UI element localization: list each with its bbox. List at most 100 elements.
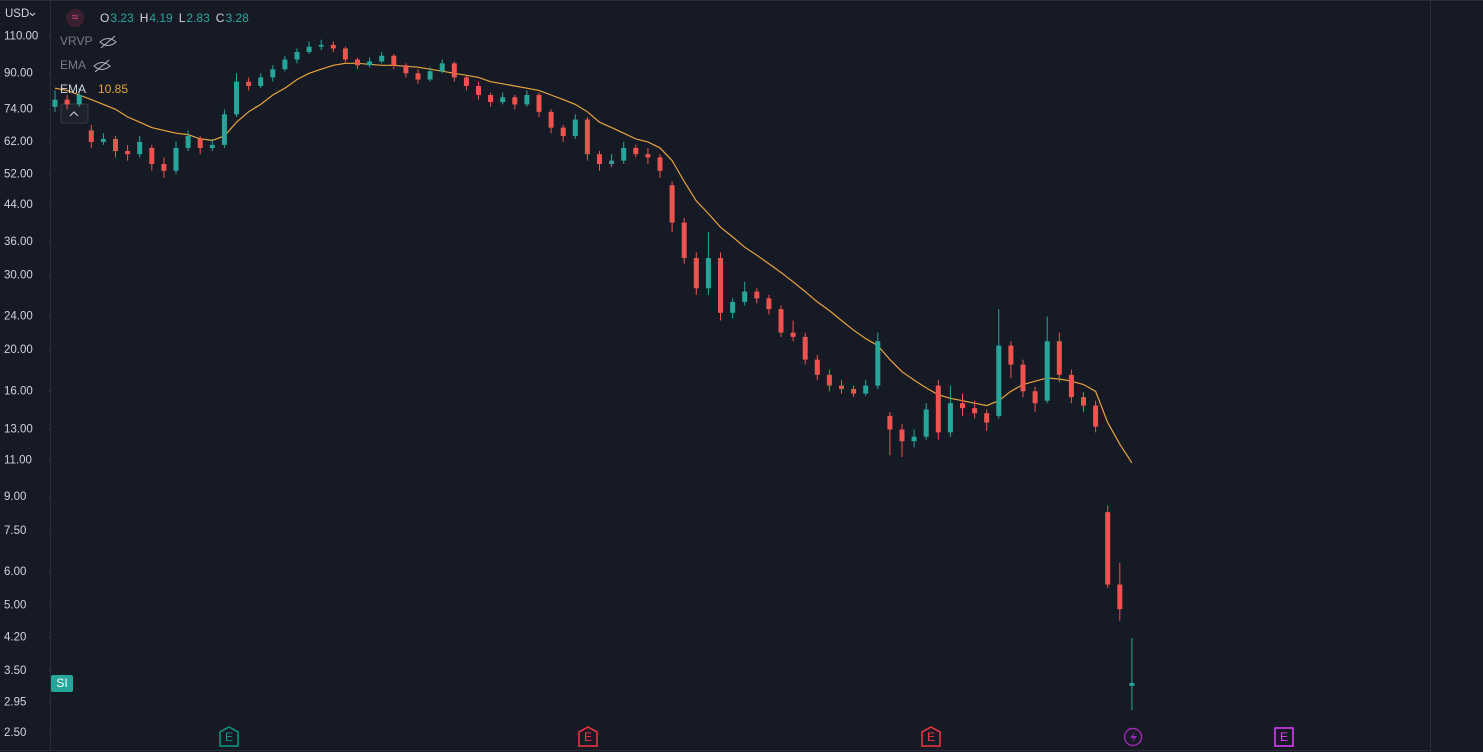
candle-body xyxy=(839,385,844,389)
badge-label: SI xyxy=(56,676,67,690)
candle-body xyxy=(960,403,965,409)
candle-body xyxy=(197,138,203,148)
event-marker[interactable]: E xyxy=(1274,727,1294,747)
candle-body xyxy=(657,157,663,171)
candle-body xyxy=(923,409,929,437)
currency-chevron xyxy=(29,12,36,17)
candle-body xyxy=(1056,341,1062,375)
y-tick-label: 2.50 xyxy=(4,727,26,739)
ohlc-value: 3.28 xyxy=(225,11,249,25)
hidden-icon[interactable] xyxy=(99,35,117,49)
candle-body xyxy=(463,77,469,86)
candle-body xyxy=(488,94,494,103)
candle-body xyxy=(173,147,179,171)
y-tick-label: 110.00 xyxy=(4,30,38,42)
candle-body xyxy=(379,55,385,62)
candle-body xyxy=(597,154,602,164)
candle-body xyxy=(1044,341,1050,401)
candle-body xyxy=(1068,374,1074,398)
ohlc-label: H xyxy=(140,11,149,25)
candle-body xyxy=(863,385,869,394)
y-tick-label: 16.00 xyxy=(4,385,33,397)
candle-body xyxy=(234,81,239,115)
candle-body xyxy=(1032,391,1038,404)
candle-body xyxy=(742,291,748,302)
currency[interactable]: USD xyxy=(5,8,29,20)
candle-body xyxy=(185,136,191,148)
collapse-button[interactable] xyxy=(60,103,89,124)
hidden-icon[interactable] xyxy=(93,59,111,73)
candle-body xyxy=(1020,364,1026,392)
y-tick-label: 5.00 xyxy=(4,599,26,611)
candle-body xyxy=(851,388,857,394)
event-circle xyxy=(1123,727,1143,747)
ohlc-value: 2.83 xyxy=(186,11,210,25)
ema-line xyxy=(54,62,1133,464)
y-tick-label: 11.00 xyxy=(4,454,32,466)
y-tick-label: 4.20 xyxy=(4,632,26,644)
collapse-chevron xyxy=(69,111,79,117)
candle-body xyxy=(681,222,687,258)
y-tick-label: 20.00 xyxy=(4,344,33,356)
event-shape xyxy=(219,726,239,747)
candle-body xyxy=(972,408,978,414)
candle-body xyxy=(1093,405,1099,427)
candle-body xyxy=(76,94,82,105)
eye-off xyxy=(93,59,111,73)
candle-body xyxy=(439,63,445,72)
candle-body xyxy=(536,94,542,112)
candle-body xyxy=(137,141,143,155)
event-marker[interactable]: E xyxy=(219,726,239,747)
candle-body xyxy=(984,413,990,423)
candle-body xyxy=(802,336,808,360)
event-shape xyxy=(1274,727,1294,747)
symbol-icon[interactable] xyxy=(66,9,84,27)
candle-body xyxy=(911,436,917,442)
candle-body xyxy=(258,77,264,86)
candle-body xyxy=(693,257,699,289)
candle-body xyxy=(149,147,155,164)
candle-body xyxy=(318,44,324,47)
candle-body xyxy=(246,81,252,86)
candle-body xyxy=(1081,397,1086,406)
ohlc-value: 4.19 xyxy=(149,11,173,25)
candle-body xyxy=(427,71,433,80)
candle-body xyxy=(512,97,518,105)
event-marker[interactable]: E xyxy=(578,726,598,747)
y-tick-label: 24.00 xyxy=(4,311,33,323)
candle-body xyxy=(113,138,118,152)
candle-body xyxy=(778,309,784,333)
symbol-icon-glyph: ≈ xyxy=(72,10,79,24)
candle-body xyxy=(1008,345,1014,365)
candle-body xyxy=(633,147,639,155)
candle-body xyxy=(935,385,941,433)
candle-body xyxy=(100,138,106,142)
candle-body xyxy=(294,52,300,60)
candle-body xyxy=(947,403,953,433)
eye-off xyxy=(99,35,117,49)
candle-body xyxy=(330,44,336,49)
candle-body xyxy=(560,127,566,137)
candle-body xyxy=(1117,584,1123,610)
candle-body xyxy=(584,119,590,155)
candle-body xyxy=(899,429,905,442)
event-label: E xyxy=(225,730,233,744)
event-marker[interactable]: E xyxy=(921,726,941,747)
y-tick-label: 2.95 xyxy=(4,697,26,709)
candle-body xyxy=(415,73,421,80)
y-tick-label: 74.00 xyxy=(4,103,33,115)
candle-body xyxy=(64,99,70,105)
ohlc-value: 3.23 xyxy=(110,11,134,25)
y-tick-label: 9.00 xyxy=(4,491,26,503)
candle-body xyxy=(221,114,227,145)
lightning xyxy=(1130,731,1137,743)
event-marker[interactable] xyxy=(1123,727,1143,747)
candle-body xyxy=(875,341,881,386)
event-shape xyxy=(578,726,598,747)
indicator-label: EMA xyxy=(60,82,86,96)
candle-body xyxy=(391,55,397,66)
indicator-value: 10.85 xyxy=(98,82,128,96)
candle-body xyxy=(367,61,373,66)
